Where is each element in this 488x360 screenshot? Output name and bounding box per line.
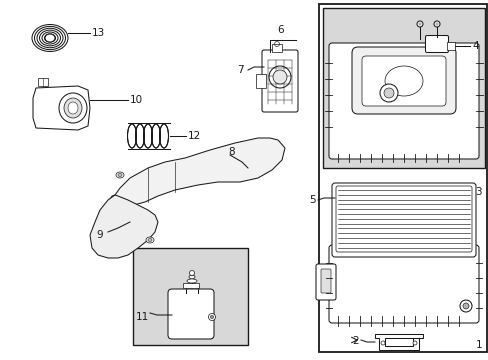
- Ellipse shape: [462, 303, 468, 309]
- Text: 13: 13: [92, 28, 105, 38]
- Ellipse shape: [379, 84, 397, 102]
- FancyBboxPatch shape: [168, 289, 214, 339]
- Bar: [271, 44, 282, 52]
- FancyBboxPatch shape: [328, 245, 478, 323]
- Ellipse shape: [459, 300, 471, 312]
- Ellipse shape: [186, 279, 197, 283]
- Bar: [318, 4, 486, 352]
- Ellipse shape: [384, 66, 422, 96]
- Polygon shape: [110, 138, 285, 208]
- Polygon shape: [90, 195, 158, 258]
- Ellipse shape: [272, 70, 286, 84]
- Ellipse shape: [68, 102, 78, 114]
- Ellipse shape: [189, 275, 195, 279]
- FancyBboxPatch shape: [315, 264, 335, 300]
- Text: 9: 9: [97, 230, 103, 240]
- Text: 4: 4: [471, 41, 478, 51]
- FancyBboxPatch shape: [425, 36, 447, 53]
- Text: 11: 11: [136, 312, 149, 322]
- Polygon shape: [374, 334, 422, 350]
- Bar: [38, 78, 48, 86]
- Ellipse shape: [433, 21, 439, 27]
- Text: 12: 12: [187, 131, 201, 141]
- Bar: [183, 283, 199, 288]
- FancyBboxPatch shape: [320, 269, 330, 293]
- Bar: [323, 8, 484, 168]
- FancyBboxPatch shape: [351, 47, 455, 114]
- FancyBboxPatch shape: [262, 50, 297, 112]
- FancyBboxPatch shape: [331, 183, 475, 257]
- Bar: [133, 248, 247, 345]
- Ellipse shape: [148, 239, 152, 242]
- Text: 2: 2: [352, 336, 358, 346]
- FancyBboxPatch shape: [328, 43, 478, 159]
- Bar: [256, 74, 265, 88]
- Ellipse shape: [380, 341, 384, 345]
- Text: 10: 10: [130, 95, 143, 105]
- Ellipse shape: [116, 172, 124, 178]
- Ellipse shape: [189, 270, 194, 275]
- Ellipse shape: [418, 23, 421, 26]
- Ellipse shape: [210, 315, 213, 319]
- Ellipse shape: [412, 341, 416, 345]
- Ellipse shape: [118, 174, 122, 176]
- Ellipse shape: [416, 21, 422, 27]
- Polygon shape: [33, 86, 90, 130]
- Ellipse shape: [64, 98, 82, 118]
- Ellipse shape: [268, 66, 290, 88]
- Text: 7: 7: [236, 65, 243, 75]
- Ellipse shape: [208, 314, 215, 320]
- Text: 3: 3: [474, 187, 481, 197]
- Ellipse shape: [45, 34, 55, 42]
- Text: 1: 1: [474, 340, 481, 350]
- Bar: [128, 123, 170, 149]
- Text: 8: 8: [228, 147, 235, 157]
- Ellipse shape: [59, 93, 87, 123]
- Ellipse shape: [146, 237, 154, 243]
- Bar: [446, 42, 454, 50]
- Text: 6: 6: [277, 25, 284, 35]
- Text: 5: 5: [309, 195, 315, 205]
- FancyBboxPatch shape: [361, 56, 445, 106]
- Ellipse shape: [435, 23, 438, 26]
- Ellipse shape: [383, 88, 393, 98]
